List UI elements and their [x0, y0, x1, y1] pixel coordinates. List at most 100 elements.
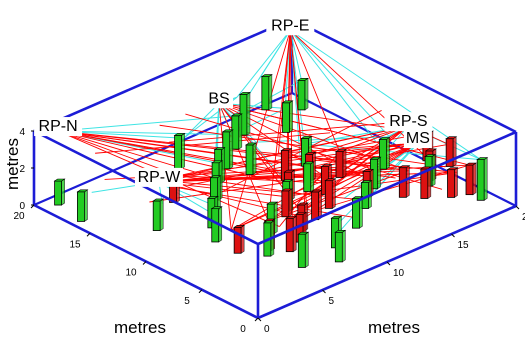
green-bar-side	[159, 198, 164, 232]
green-bar-side	[304, 231, 309, 269]
green-bar	[297, 79, 306, 111]
red-link	[231, 173, 361, 231]
cyan-link	[289, 30, 302, 81]
axis-ticks: 0510152005101520024	[13, 127, 525, 335]
box-edge-front-8	[33, 17, 293, 133]
red-bar	[324, 180, 333, 209]
green-bar-side	[386, 136, 390, 170]
green-bar-top	[378, 137, 391, 140]
green-bar-side	[238, 113, 243, 150]
red-bar-top	[320, 164, 333, 167]
node-label: RP-S	[389, 113, 427, 130]
red-bar	[447, 169, 455, 198]
x-tick-label: 15	[458, 240, 470, 251]
node-label-bg	[266, 16, 315, 36]
x-tick-label: 0	[264, 324, 270, 335]
y-axis-label: metres	[114, 318, 166, 337]
green-bar-side	[310, 161, 315, 193]
red-bar-top	[419, 166, 432, 170]
green-bar-top	[53, 178, 66, 182]
red-bar-side	[240, 224, 245, 254]
red-bar-top	[424, 148, 437, 152]
green-bar-side	[252, 142, 257, 176]
green-bar-side	[359, 196, 363, 229]
cyan-link	[258, 29, 291, 80]
red-link	[158, 181, 306, 218]
node-label-bg	[384, 112, 433, 132]
red-bar-side	[452, 136, 457, 168]
cyan-link	[289, 30, 305, 145]
green-bar-top	[211, 160, 224, 164]
red-bar-top	[295, 212, 308, 215]
node-label: RP-E	[271, 17, 309, 34]
green-bar	[282, 102, 290, 133]
cyan-link	[183, 102, 220, 139]
green-bar	[174, 135, 183, 170]
y-tick-label: 15	[69, 239, 81, 250]
red-link	[302, 125, 409, 158]
red-bar-top	[446, 167, 459, 170]
red-bar-top	[445, 136, 458, 140]
red-bar-side	[427, 166, 432, 200]
x-tick-label: 20	[522, 212, 525, 223]
green-bar	[245, 144, 254, 175]
node-label-bg	[134, 167, 183, 187]
red-link	[289, 30, 303, 158]
red-bar-top	[304, 152, 317, 155]
node-label-bg	[205, 89, 233, 109]
green-bar-top	[260, 74, 273, 77]
y-tick-mark	[198, 289, 203, 294]
green-bar-top	[297, 231, 310, 235]
green-bar-side	[84, 189, 88, 222]
x-tick-label: 10	[393, 268, 405, 279]
red-bar-top	[285, 216, 298, 219]
green-bar	[211, 208, 220, 243]
green-bar-top	[302, 161, 315, 165]
red-bar-side	[454, 167, 458, 198]
red-link	[230, 30, 291, 231]
red-bar-top	[465, 162, 477, 166]
x-tick-mark	[386, 261, 391, 266]
z-tick-label: 2	[19, 164, 25, 175]
green-bar	[77, 191, 85, 222]
green-bar	[476, 159, 485, 201]
node-label-bg	[403, 129, 432, 149]
green-bar-top	[221, 129, 234, 133]
red-bar-top	[296, 202, 309, 206]
green-bar-top	[424, 154, 437, 157]
green-bar-top	[210, 206, 223, 209]
z-tick-label: 4	[19, 127, 25, 138]
node-label: BS	[208, 90, 229, 107]
y-tick-label: 0	[240, 324, 246, 335]
x-tick-mark	[515, 205, 520, 210]
y-tick-label: 20	[13, 211, 25, 222]
node-label-bg	[34, 117, 83, 137]
box-edge-front-6	[33, 129, 259, 246]
red-bar-top	[233, 225, 246, 228]
green-bar-side	[304, 77, 309, 111]
red-bar-side	[292, 215, 297, 253]
green-bar	[152, 200, 161, 231]
x-tick-mark	[257, 317, 262, 322]
red-link	[304, 142, 419, 218]
x-tick-mark	[322, 289, 326, 294]
green-bar-side	[181, 132, 185, 170]
y-tick-mark	[86, 232, 91, 237]
red-bar	[335, 151, 344, 178]
green-bar	[303, 163, 312, 192]
green-bar-top	[245, 142, 258, 146]
green-bar-side	[246, 91, 251, 136]
green-bar-top	[360, 180, 373, 183]
red-link	[95, 132, 331, 154]
green-bar-side	[377, 156, 381, 190]
green-bar-top	[206, 195, 219, 199]
green-bar-side	[61, 178, 65, 206]
green-bar-top	[173, 133, 186, 136]
red-link	[289, 29, 424, 155]
green-bar	[54, 180, 62, 206]
green-bar-top	[213, 147, 226, 150]
green-bar-top	[209, 175, 222, 178]
green-bar-side	[289, 100, 293, 133]
red-bar	[465, 164, 474, 196]
